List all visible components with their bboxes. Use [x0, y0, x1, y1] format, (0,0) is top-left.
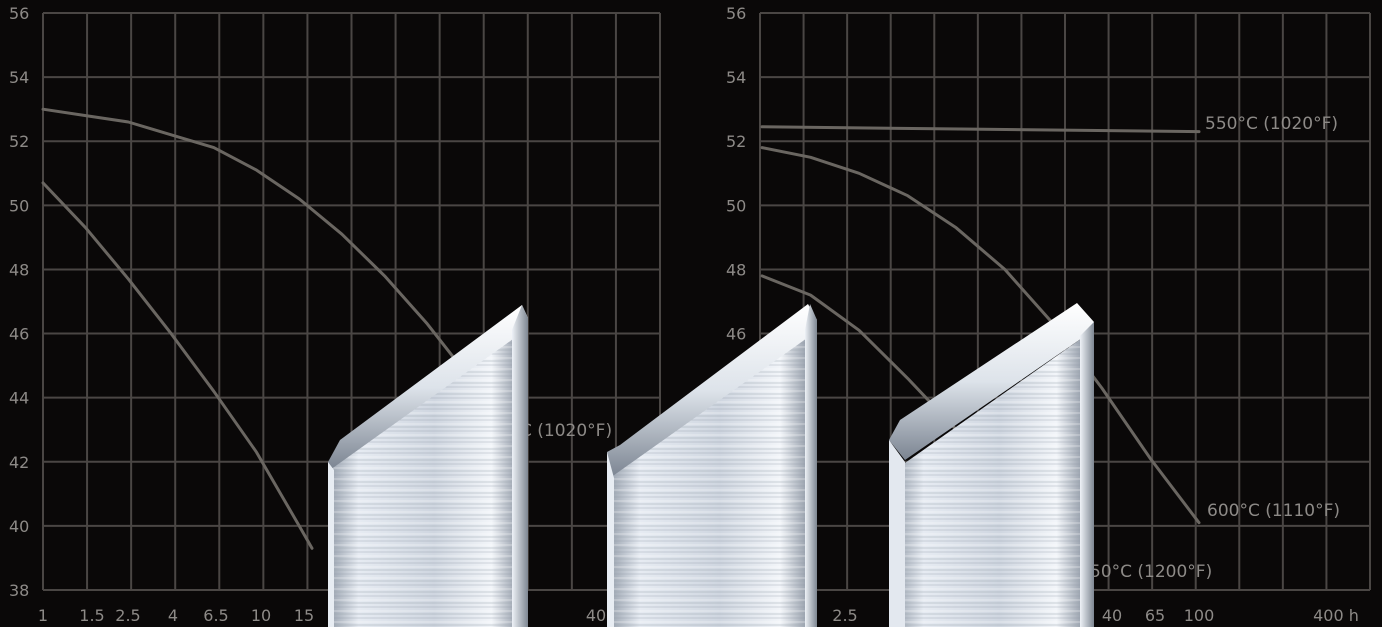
x-tick-label: 40 — [586, 606, 606, 625]
series-label-550: 550°C (1020°F) — [1205, 114, 1338, 134]
x-tick-label: 2.5 — [115, 606, 140, 625]
x-tick-label: 10 — [251, 606, 271, 625]
right-curves — [760, 125, 1201, 525]
x-tick-label: 6.5 — [203, 606, 228, 625]
blade-middle — [607, 304, 817, 627]
y-tick-label: 50 — [726, 196, 746, 215]
left-x-ticks: 1 1.5 2.5 4 6.5 10 15 40 — [38, 606, 606, 625]
right-x-ticks: 2.5 40 65 100 400 h — [832, 606, 1359, 625]
y-tick-label: 48 — [9, 260, 29, 279]
x-tick-label: 100 — [1184, 606, 1215, 625]
y-tick-label: 40 — [9, 517, 29, 536]
y-tick-label: 50 — [9, 196, 29, 215]
y-tick-label: 56 — [726, 4, 746, 23]
y-tick-label: 56 — [9, 4, 29, 23]
y-tick-label: 48 — [726, 260, 746, 279]
x-tick-label: 65 — [1145, 606, 1165, 625]
y-tick-label: 42 — [9, 453, 29, 472]
right-series-line-3 — [760, 274, 958, 432]
y-tick-label: 38 — [9, 581, 29, 600]
left-curves — [41, 107, 472, 550]
series-label-650: 50°C (1200°F) — [1090, 562, 1212, 582]
x-tick-label: 15 — [294, 606, 314, 625]
left-y-ticks: 38 40 42 44 46 48 50 52 54 56 — [9, 4, 29, 600]
y-tick-label: 52 — [726, 132, 746, 151]
blade-illustrations — [328, 303, 1094, 627]
left-series-line-1 — [41, 107, 472, 380]
y-tick-label: 44 — [9, 389, 29, 408]
y-tick-label: 46 — [726, 325, 746, 344]
x-tick-label: 2.5 — [832, 606, 857, 625]
y-tick-label: 46 — [9, 325, 29, 344]
left-series-line-2 — [41, 181, 314, 550]
blade-right — [889, 303, 1094, 627]
x-tick-label: 400 h — [1313, 606, 1359, 625]
right-series-line-1 — [760, 125, 1201, 134]
left-chart: 38 40 42 44 46 48 50 52 54 56 1 1.5 2.5 4 6.5 10 15 40 C… — [9, 4, 661, 625]
y-tick-label: 52 — [9, 132, 29, 151]
left-annotation-1020: C (1020°F) — [520, 421, 612, 441]
x-tick-label: 1 — [38, 606, 48, 625]
x-tick-label: 4 — [168, 606, 178, 625]
x-tick-label: 1.5 — [79, 606, 104, 625]
series-label-600: 600°C (1110°F) — [1207, 501, 1340, 521]
blade-left — [328, 305, 528, 627]
y-tick-label: 54 — [726, 68, 746, 87]
right-series-line-2 — [760, 146, 1201, 525]
x-tick-label: 40 — [1102, 606, 1122, 625]
y-tick-label: 54 — [9, 68, 29, 87]
